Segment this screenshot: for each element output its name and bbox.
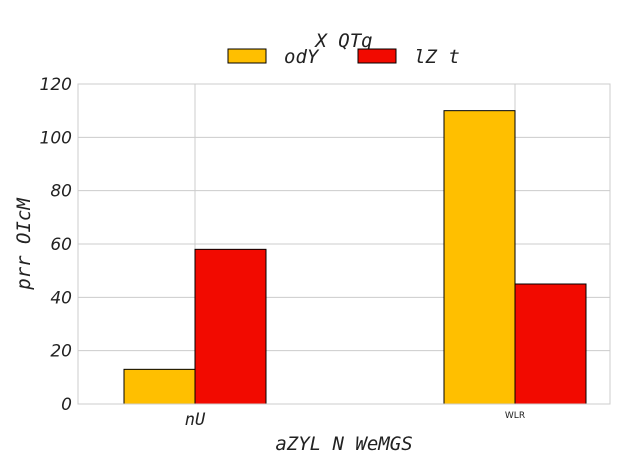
- bar: [123, 368, 196, 405]
- legend-label: lZ t: [414, 46, 460, 68]
- x-tick-label: WLR: [505, 411, 525, 421]
- legend-swatch: [357, 48, 397, 64]
- x-tick-label: nU: [185, 410, 206, 430]
- y-tick-label: 100: [40, 128, 72, 148]
- bar: [443, 110, 516, 405]
- legend-label: odY: [284, 46, 320, 68]
- y-tick-label: 0: [61, 395, 72, 415]
- y-tick-label: 40: [50, 288, 72, 308]
- y-tick-label: 20: [50, 342, 72, 362]
- bars: [123, 110, 587, 405]
- y-tick-label: 80: [50, 182, 72, 202]
- legend-swatch: [227, 48, 267, 64]
- legend: odY lZ t: [227, 46, 460, 68]
- bar: [514, 283, 587, 405]
- plot-frame: [77, 83, 611, 405]
- y-tick-label: 60: [50, 235, 72, 255]
- y-axis-label: prr OIcM: [13, 198, 35, 291]
- chart-title: X QTq: [313, 30, 372, 52]
- bar: [194, 248, 267, 405]
- y-tick-labels: 0 20 40 60 80 100 120: [40, 75, 72, 415]
- x-axis-label: aZYL N WeMGS: [275, 433, 412, 455]
- x-tick-labels: nU WLR: [185, 410, 525, 430]
- y-tick-label: 120: [40, 75, 72, 95]
